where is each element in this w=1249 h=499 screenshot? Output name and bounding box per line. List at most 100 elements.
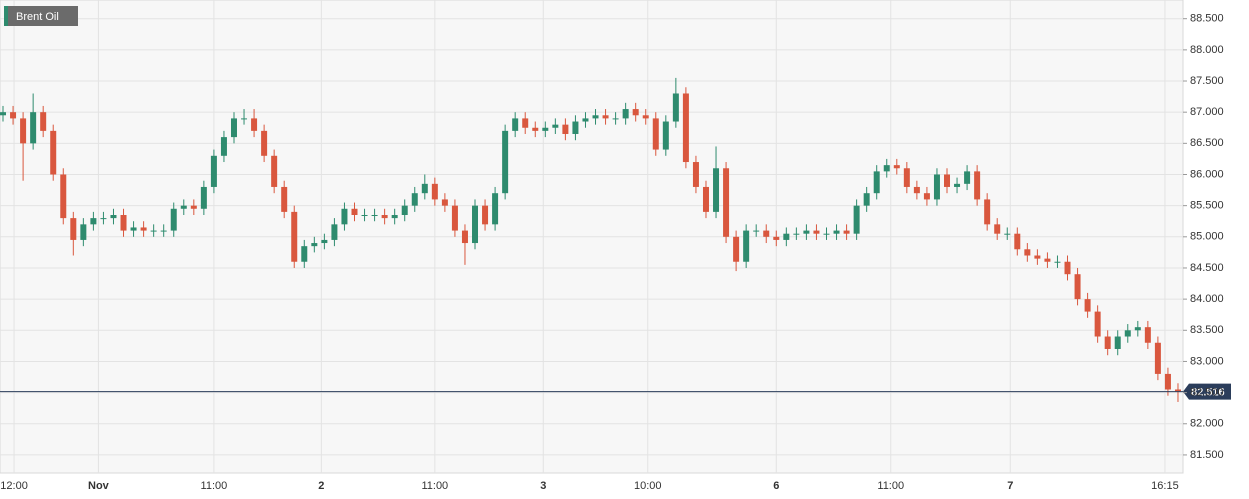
candle-body <box>974 171 981 200</box>
candle-body <box>472 205 479 244</box>
candle-body <box>170 208 177 231</box>
candle-body <box>200 186 207 209</box>
candle-body <box>863 193 870 206</box>
x-tick-label: Nov <box>88 480 110 492</box>
y-tick-label: 82.000 <box>1190 418 1224 430</box>
candle-body <box>241 118 248 120</box>
candle-body <box>883 165 890 172</box>
candle-body <box>150 230 157 232</box>
legend-swatch <box>4 6 8 26</box>
x-tick-label: 16:15 <box>1151 480 1179 492</box>
x-tick-label: 2 <box>318 480 324 492</box>
candle-body <box>371 215 378 216</box>
candle-body <box>1144 327 1151 343</box>
y-tick-label: 83.000 <box>1190 355 1224 367</box>
candle-body <box>110 215 117 219</box>
x-tick-label: 11:00 <box>421 480 448 492</box>
candle-body <box>1044 258 1051 262</box>
candle-body <box>632 109 639 116</box>
candle-body <box>502 130 509 194</box>
candle-body <box>1154 342 1161 374</box>
legend: Brent Oil <box>4 6 78 26</box>
candle-body <box>984 199 991 225</box>
candle-body <box>180 205 187 209</box>
candle-body <box>783 233 790 240</box>
candle-body <box>401 205 408 215</box>
candle-body <box>291 211 298 262</box>
candle-body <box>40 112 47 131</box>
candle-body <box>100 218 107 220</box>
candle-body <box>120 215 127 231</box>
legend-label: Brent Oil <box>16 11 59 23</box>
candle-body <box>1014 233 1021 250</box>
candle-body <box>893 165 900 169</box>
y-tick-label: 88.500 <box>1190 13 1224 25</box>
candle-body <box>301 246 308 262</box>
candle-body <box>994 224 1001 234</box>
candle-body <box>1084 299 1091 312</box>
candle-body <box>572 121 579 134</box>
candle-body <box>964 171 971 184</box>
candle-body <box>602 115 609 119</box>
y-tick-label: 85.000 <box>1190 231 1224 243</box>
candle-body <box>1024 249 1031 256</box>
candle-body <box>903 168 910 187</box>
candle-body <box>411 193 418 206</box>
candle-body <box>391 215 398 219</box>
candle-body <box>190 205 197 209</box>
candle-body <box>482 205 489 225</box>
candle-body <box>80 224 87 240</box>
y-tick-label: 82.500 <box>1190 387 1224 399</box>
candle-body <box>552 124 559 128</box>
candle-body <box>612 118 619 120</box>
candle-body <box>10 112 17 119</box>
candle-body <box>833 230 840 234</box>
candle-body <box>1104 336 1111 349</box>
candle-body <box>1094 311 1101 337</box>
candle-body <box>793 233 800 235</box>
candle-body <box>652 118 659 150</box>
candle-body <box>311 243 318 247</box>
candle-body <box>1074 274 1081 300</box>
candle-body <box>843 230 850 234</box>
candle-body <box>682 93 689 163</box>
candle-body <box>1054 261 1061 263</box>
legend-box <box>4 6 78 26</box>
last-price-marker <box>1183 383 1231 400</box>
candle-body <box>873 171 880 194</box>
candle-body <box>351 208 358 215</box>
candle-body <box>944 174 951 187</box>
candle-body <box>713 168 720 212</box>
candle-body <box>431 183 438 200</box>
y-tick-label: 84.000 <box>1190 293 1224 305</box>
candle-body <box>331 224 338 240</box>
candle-body <box>582 118 589 122</box>
candle-body <box>70 218 77 240</box>
candle-body <box>662 121 669 150</box>
candle-body <box>692 162 699 187</box>
candle-body <box>1134 327 1141 331</box>
candle-body <box>1124 330 1131 337</box>
candle-body <box>1004 233 1011 235</box>
candle-body <box>361 215 368 216</box>
candle-body <box>60 174 67 219</box>
y-tick-label: 86.000 <box>1190 168 1224 180</box>
y-tick-label: 85.500 <box>1190 200 1224 212</box>
candle-body <box>642 115 649 119</box>
candle-body <box>20 118 27 144</box>
candle-body <box>672 93 679 122</box>
candle-body <box>251 118 258 131</box>
candle-body <box>562 124 569 134</box>
candle-body <box>923 193 930 200</box>
candle-body <box>622 109 629 119</box>
candle-body <box>933 174 940 200</box>
candle-body <box>542 127 549 131</box>
candle-body <box>1034 255 1041 259</box>
candle-body <box>50 130 57 175</box>
candle-body <box>210 155 217 187</box>
candle-body <box>492 193 499 225</box>
candle-body <box>321 239 328 244</box>
candle-body <box>230 118 237 138</box>
candle-body <box>702 186 709 212</box>
